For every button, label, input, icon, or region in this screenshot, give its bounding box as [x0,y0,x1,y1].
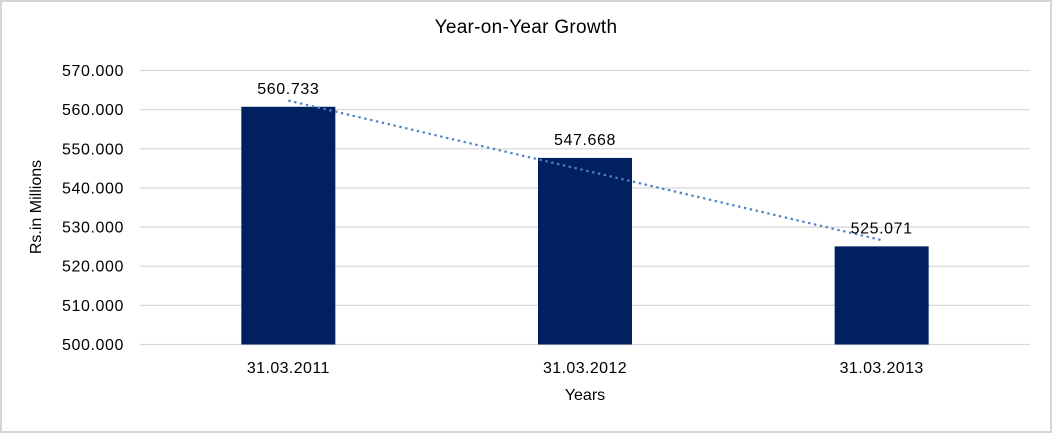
bar-data-label: 525.071 [851,220,913,237]
y-tick-label: 500.000 [62,337,124,354]
bar [834,246,929,345]
y-tick-label: 570.000 [62,63,124,80]
x-category-label: 31.03.2011 [247,360,330,377]
x-category-label: 31.03.2012 [543,360,627,377]
y-tick-label: 560.000 [62,102,124,119]
x-category-label: 31.03.2013 [840,360,924,377]
x-axis-title: Years [564,387,606,404]
y-tick-label: 540.000 [62,180,124,197]
y-tick-label: 520.000 [62,259,124,276]
chart-title: Year-on-Year Growth [434,17,618,38]
bar [241,106,336,345]
y-tick-label: 550.000 [62,141,124,158]
y-tick-label: 530.000 [62,220,124,237]
bar [538,157,632,345]
bar-data-label: 560.733 [257,81,319,98]
bar-data-label: 547.668 [554,132,616,149]
y-tick-label: 510.000 [62,298,124,315]
